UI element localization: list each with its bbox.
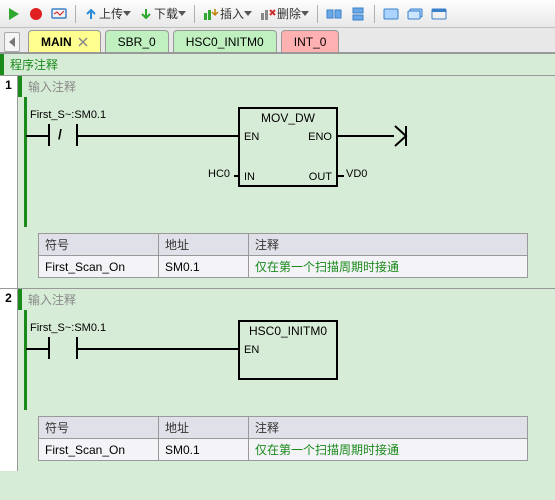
editor-area: 程序注释 1 输入注释 First_S~:SM0.1 / [0, 54, 555, 500]
table-row[interactable]: First_Scan_On SM0.1 仅在第一个扫描周期时接通 [39, 439, 528, 461]
th-comment: 注释 [249, 234, 528, 256]
dropdown-arrow-icon [301, 10, 309, 18]
download-label: 下载 [154, 5, 178, 22]
pin-in: IN [244, 171, 255, 183]
pin-out: OUT [309, 171, 332, 183]
tab-label: SBR_0 [118, 35, 156, 49]
rung-input-comment[interactable]: 输入注释 [18, 76, 555, 97]
tab-nav-prev[interactable] [4, 32, 20, 52]
td-comment: 仅在第一个扫描周期时接通 [249, 439, 528, 461]
th-addr: 地址 [159, 234, 249, 256]
program-comment[interactable]: 程序注释 [0, 54, 555, 75]
symbol-table: 符号 地址 注释 First_Scan_On SM0.1 仅在第一个扫描周期时接… [38, 233, 528, 278]
group1-button[interactable] [323, 5, 345, 23]
th-symbol: 符号 [39, 417, 159, 439]
table-row[interactable]: First_Scan_On SM0.1 仅在第一个扫描周期时接通 [39, 256, 528, 278]
td-symbol: First_Scan_On [39, 439, 159, 461]
tab-label: INT_0 [294, 35, 327, 49]
window2-button[interactable] [404, 6, 426, 22]
td-comment: 仅在第一个扫描周期时接通 [249, 256, 528, 278]
th-symbol: 符号 [39, 234, 159, 256]
download-button[interactable]: 下载 [136, 3, 189, 24]
contact-label: First_S~:SM0.1 [30, 322, 106, 334]
upload-label: 上传 [99, 5, 123, 22]
delete-button[interactable]: 删除 [257, 3, 312, 24]
close-icon[interactable] [78, 37, 88, 47]
block-title: HSC0_INITM0 [240, 322, 336, 341]
block-title: MOV_DW [240, 109, 336, 128]
rung-number: 1 [0, 76, 18, 288]
terminator-icon [394, 125, 412, 150]
window1-button[interactable] [380, 6, 402, 22]
ladder-diagram[interactable]: First_S~:SM0.1 / MOV_DW EN ENO IN OUT [18, 97, 555, 227]
td-symbol: First_Scan_On [39, 256, 159, 278]
pin-en: EN [244, 344, 259, 356]
toolbar: 上传 下载 插入 删除 [0, 0, 555, 28]
monitor-button[interactable] [48, 5, 70, 23]
rung: 1 输入注释 First_S~:SM0.1 / MOV_DW [0, 75, 555, 288]
rung: 2 输入注释 First_S~:SM0.1 HSC0_INITM0 EN [0, 288, 555, 471]
rung-input-comment[interactable]: 输入注释 [18, 289, 555, 310]
tab-hsc0[interactable]: HSC0_INITM0 [173, 30, 277, 52]
tab-sbr0[interactable]: SBR_0 [105, 30, 169, 52]
pin-en: EN [244, 131, 259, 143]
pin-out-value: VD0 [346, 168, 367, 180]
td-addr: SM0.1 [159, 439, 249, 461]
run-button[interactable] [4, 5, 24, 23]
pin-eno: ENO [308, 131, 332, 143]
group2-button[interactable] [347, 5, 369, 23]
upload-button[interactable]: 上传 [81, 3, 134, 24]
contact-label: First_S~:SM0.1 [30, 109, 106, 121]
tab-label: HSC0_INITM0 [186, 35, 264, 49]
window3-button[interactable] [428, 6, 450, 22]
insert-label: 插入 [220, 5, 244, 22]
dropdown-arrow-icon [123, 10, 131, 18]
dropdown-arrow-icon [178, 10, 186, 18]
th-addr: 地址 [159, 417, 249, 439]
delete-label: 删除 [277, 5, 301, 22]
tabs-bar: MAIN SBR_0 HSC0_INITM0 INT_0 [0, 28, 555, 54]
tab-label: MAIN [41, 35, 72, 49]
th-comment: 注释 [249, 417, 528, 439]
td-addr: SM0.1 [159, 256, 249, 278]
function-block[interactable]: HSC0_INITM0 EN [238, 320, 338, 380]
dropdown-arrow-icon [244, 10, 252, 18]
function-block[interactable]: MOV_DW EN ENO IN OUT [238, 107, 338, 187]
tab-int0[interactable]: INT_0 [281, 30, 340, 52]
ladder-diagram[interactable]: First_S~:SM0.1 HSC0_INITM0 EN [18, 310, 555, 410]
symbol-table: 符号 地址 注释 First_Scan_On SM0.1 仅在第一个扫描周期时接… [38, 416, 528, 461]
pin-in-value: HC0 [208, 168, 230, 180]
rung-number: 2 [0, 289, 18, 471]
tab-main[interactable]: MAIN [28, 30, 101, 52]
insert-button[interactable]: 插入 [200, 3, 255, 24]
stop-button[interactable] [26, 5, 46, 23]
